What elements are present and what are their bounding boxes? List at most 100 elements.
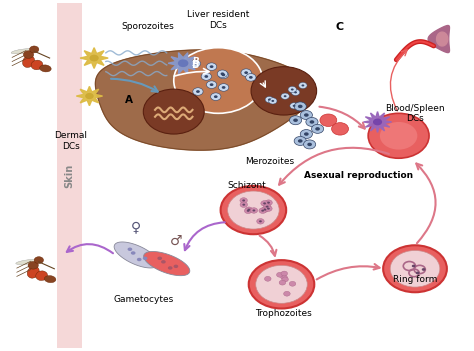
Polygon shape (364, 112, 392, 132)
Circle shape (29, 46, 39, 53)
Ellipse shape (28, 261, 38, 269)
Text: Asexual reproduction: Asexual reproduction (304, 171, 413, 180)
Circle shape (168, 266, 173, 270)
Circle shape (246, 74, 256, 81)
Circle shape (219, 84, 229, 91)
Circle shape (294, 137, 306, 145)
Polygon shape (428, 26, 449, 53)
Circle shape (240, 202, 247, 207)
Circle shape (281, 93, 289, 99)
Ellipse shape (163, 124, 180, 134)
Circle shape (259, 208, 266, 213)
Polygon shape (80, 48, 108, 68)
Circle shape (265, 200, 273, 205)
Circle shape (247, 208, 250, 211)
Circle shape (267, 207, 270, 210)
Text: ♀: ♀ (131, 220, 141, 234)
Ellipse shape (23, 51, 34, 58)
Ellipse shape (16, 259, 41, 265)
Circle shape (281, 275, 287, 280)
Circle shape (221, 73, 225, 76)
Circle shape (193, 88, 203, 95)
Circle shape (310, 120, 314, 124)
Circle shape (214, 95, 218, 98)
Circle shape (210, 93, 221, 100)
Circle shape (217, 70, 228, 78)
Circle shape (288, 86, 296, 93)
Circle shape (222, 86, 226, 89)
Circle shape (251, 67, 317, 115)
Text: Dermal
DCs: Dermal DCs (54, 131, 87, 151)
Ellipse shape (36, 271, 47, 280)
Circle shape (390, 251, 440, 287)
Text: B: B (192, 57, 200, 66)
Circle shape (290, 116, 301, 125)
Ellipse shape (27, 266, 39, 278)
Circle shape (380, 122, 417, 150)
Circle shape (204, 75, 208, 78)
Circle shape (220, 186, 286, 234)
Circle shape (250, 208, 258, 213)
Circle shape (304, 132, 309, 136)
Circle shape (306, 118, 318, 126)
Circle shape (284, 95, 286, 97)
Circle shape (245, 207, 253, 212)
Circle shape (412, 265, 416, 267)
Polygon shape (76, 86, 102, 106)
Circle shape (332, 122, 348, 135)
Circle shape (34, 257, 44, 264)
Text: B: B (191, 60, 199, 70)
Circle shape (282, 277, 288, 282)
Circle shape (304, 113, 309, 117)
Ellipse shape (40, 65, 51, 72)
Circle shape (373, 119, 382, 125)
Circle shape (293, 119, 298, 122)
Circle shape (249, 76, 253, 79)
Circle shape (299, 82, 307, 88)
Circle shape (283, 291, 290, 296)
Circle shape (272, 100, 274, 102)
Circle shape (210, 65, 213, 68)
Circle shape (143, 257, 147, 260)
Text: Gametocytes: Gametocytes (113, 295, 173, 304)
Circle shape (241, 69, 251, 77)
Circle shape (261, 210, 264, 212)
Circle shape (300, 130, 312, 139)
Circle shape (266, 206, 269, 208)
Circle shape (265, 97, 273, 103)
Text: Blood/Spleen
DCs: Blood/Spleen DCs (385, 104, 445, 123)
Text: Liver resident
DCs: Liver resident DCs (187, 10, 249, 30)
Circle shape (416, 272, 419, 274)
Circle shape (201, 73, 211, 80)
Text: Schizont: Schizont (227, 181, 266, 190)
Circle shape (315, 127, 320, 131)
Circle shape (320, 114, 337, 126)
Circle shape (307, 143, 312, 146)
Circle shape (161, 260, 166, 264)
Circle shape (289, 282, 296, 286)
Circle shape (207, 63, 217, 71)
Ellipse shape (11, 48, 36, 54)
Circle shape (193, 62, 197, 65)
Circle shape (257, 219, 264, 224)
Circle shape (253, 210, 255, 212)
Circle shape (191, 60, 201, 67)
Circle shape (292, 105, 295, 107)
Circle shape (264, 204, 271, 210)
Text: Ring form: Ring form (393, 274, 437, 284)
Ellipse shape (22, 55, 35, 67)
Polygon shape (168, 53, 198, 74)
Circle shape (261, 201, 268, 206)
Bar (57, 3, 82, 348)
Circle shape (298, 139, 302, 143)
Circle shape (264, 276, 271, 281)
Circle shape (242, 204, 245, 206)
Circle shape (294, 102, 306, 111)
Circle shape (210, 83, 213, 86)
Circle shape (247, 210, 249, 212)
Text: Sporozoites: Sporozoites (122, 22, 174, 32)
Circle shape (178, 59, 188, 67)
Circle shape (143, 89, 204, 134)
Circle shape (276, 272, 283, 277)
Circle shape (292, 89, 300, 95)
